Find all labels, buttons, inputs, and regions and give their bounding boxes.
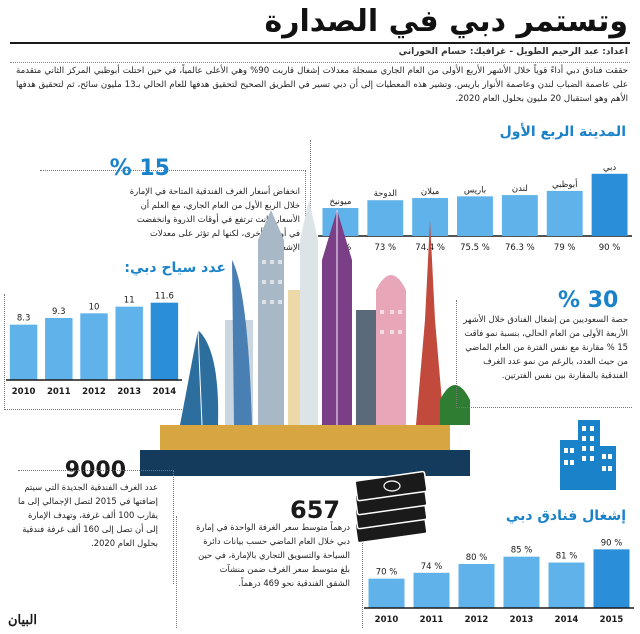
- money-stack-icon: [354, 470, 428, 544]
- new-rooms-text: عدد الغرف الفندقية الجديدة التي سيتم إضا…: [17, 482, 158, 548]
- occupancy-value-label-0: % 70: [376, 568, 398, 578]
- tourists-bar-2014: [150, 302, 179, 380]
- tourists-value-label-3: 11: [124, 296, 135, 306]
- tourists-chart-title: عدد سياح دبي:: [124, 260, 226, 276]
- city-label-0: دبي: [603, 163, 616, 173]
- city-label-5: الدوحة: [374, 189, 397, 199]
- city-label-3: باريس: [464, 185, 486, 195]
- price-drop-text: انخفاض أسعار الغرف الفندقية المتاحة في ا…: [129, 186, 300, 252]
- tourists-value-label-4: 11.6: [155, 292, 174, 302]
- occupancy-year-label-1: 2011: [420, 615, 444, 625]
- title-divider: [10, 42, 630, 44]
- occupancy-value-label-3: % 85: [511, 546, 533, 556]
- occupancy-bar-2013: [503, 556, 540, 608]
- occupancy-year-label-2: 2012: [465, 615, 489, 625]
- occupancy-year-label-0: 2010: [375, 615, 399, 625]
- city-label-4: ميلان: [421, 187, 439, 197]
- occupancy-bar-2015: [593, 549, 630, 608]
- city-label-6: ميونيخ: [329, 197, 351, 207]
- tourists-value-label-1: 9.3: [52, 307, 66, 317]
- city-value-label-3: % 75.5: [460, 243, 490, 253]
- city-value-label-1: % 79: [554, 243, 576, 253]
- occupancy-value-label-1: % 74: [421, 562, 443, 572]
- tourists-bar-2012: [80, 313, 108, 380]
- dubai-skyline-illustration: [140, 200, 470, 476]
- room-rate-text: درهماً متوسط سعر الغرفة الواحدة في إمارة…: [196, 522, 350, 588]
- price-drop-frame: [40, 170, 306, 250]
- tourists-value-label-2: 10: [89, 302, 100, 312]
- intro-paragraph: حققت فنادق دبي أداءً قوياً خلال الأشهر ا…: [16, 66, 628, 104]
- saudi-share-frame: [456, 300, 632, 408]
- room-rate-number: 657: [290, 496, 341, 524]
- occupancy-year-label-5: 2015: [600, 615, 624, 625]
- tourists-year-label-4: 2014: [153, 387, 177, 397]
- bar-أبوظبي: [546, 190, 583, 236]
- bar-باريس: [457, 196, 493, 236]
- city-value-label-2: % 76.3: [505, 243, 535, 253]
- occupancy-value-label-2: % 80: [466, 553, 488, 563]
- newspaper-logo: البيان: [8, 613, 37, 628]
- hotel-building-icon: [560, 420, 616, 490]
- new-rooms-frame: [18, 470, 174, 584]
- city-label-2: لندن: [512, 184, 528, 194]
- occupancy-bar-2012: [458, 564, 495, 608]
- cities-chart-title: المدينة الربع الأول: [499, 124, 626, 140]
- credits: اعداد: عبد الرحيم الطويل - غرافيك: حسام …: [398, 47, 628, 57]
- room-rate-frame: [176, 516, 356, 628]
- tourists-year-label-2: 2012: [82, 387, 106, 397]
- city-value-label-0: % 90: [599, 243, 621, 253]
- price-drop-number: 15 %: [109, 156, 170, 181]
- tourists-bar-2010: [9, 324, 38, 380]
- saudi-share-text: حصة السعوديين من إشغال الفنادق خلال الأش…: [463, 314, 628, 380]
- tourists-bar-2013: [115, 306, 143, 380]
- bar-الدوحة: [367, 200, 404, 236]
- occupancy-value-label-4: % 81: [556, 552, 578, 562]
- tourists-chart: 8.3 2010 9.3 2011 10 2012 11 2013 11.6 2014: [6, 292, 182, 397]
- city-value-label-5: % 73: [374, 243, 396, 253]
- occupancy-year-label-4: 2014: [555, 615, 579, 625]
- occupancy-bar-2014: [548, 562, 585, 608]
- occupancy-chart: % 70 2010 % 74 2011 % 80 2012 % 85 2013 % 81 2014…: [364, 538, 634, 625]
- credits-divider: [10, 62, 630, 63]
- occupancy-year-label-3: 2013: [510, 615, 534, 625]
- cities-chart: دبي % 90 أبوظبي % 79 لندن % 76.3 باريس % 75.5 مي…: [318, 163, 632, 253]
- page-title: وتستمر دبي في الصدارة: [264, 4, 628, 39]
- occupancy-bar-2011: [413, 572, 450, 608]
- bar-دبي: [591, 173, 628, 236]
- saudi-share-number: 30 %: [558, 288, 619, 313]
- occupancy-chart-title: إشغال فنادق دبي: [505, 508, 626, 524]
- tourists-year-label-3: 2013: [117, 387, 141, 397]
- tourists-year-label-0: 2010: [12, 387, 36, 397]
- occupancy-value-label-5: % 90: [601, 538, 623, 548]
- city-label-1: أبوظبي: [552, 178, 578, 190]
- bar-لندن: [501, 195, 538, 236]
- tourists-bar-2011: [45, 318, 73, 380]
- occupancy-bar-2010: [368, 578, 405, 608]
- tourists-year-label-1: 2011: [47, 387, 71, 397]
- tourists-value-label-0: 8.3: [17, 314, 31, 324]
